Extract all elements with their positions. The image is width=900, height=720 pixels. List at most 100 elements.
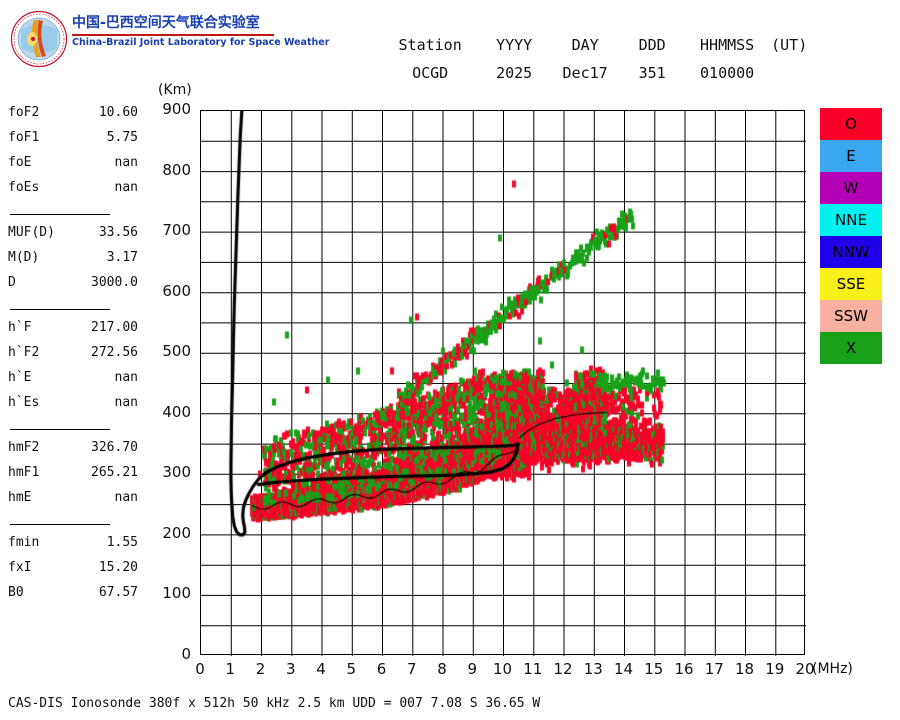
x-tick-label: 11 [523, 660, 543, 678]
parameter-value: 326.70 [91, 440, 138, 455]
lab-logo-block: 中国-巴西空间天气联合实验室 China-Brazil Joint Labora… [10, 8, 329, 70]
parameter-value: 265.21 [91, 465, 138, 480]
y-axis-ticks: 0 100 200 300 400 500 600 700 800 900 [145, 100, 191, 663]
y-tick-label: 0 [181, 645, 191, 663]
ionogram-echo-scatter [201, 111, 806, 656]
legend-item-ssw[interactable]: SSW [820, 300, 882, 332]
x-tick-label: 12 [553, 660, 573, 678]
parameter-row: MUF(D) 33.56 [8, 225, 148, 250]
legend-item-label: W [843, 179, 859, 197]
y-tick-label: 900 [162, 100, 191, 118]
legend-item-nnw[interactable]: NNW [820, 236, 882, 268]
legend-item-x[interactable]: X [820, 332, 882, 364]
legend-item-label: SSW [834, 307, 868, 325]
y-tick-label: 400 [162, 402, 191, 421]
y-tick-label: 600 [162, 281, 191, 300]
parameter-row: h`F2 272.56 [8, 345, 148, 370]
x-tick-label: 15 [644, 660, 664, 678]
parameter-row: hmE nan [8, 490, 148, 515]
parameter-name: B0 [8, 585, 24, 600]
x-tick-label: 16 [674, 660, 694, 678]
parameter-name: fmin [8, 535, 40, 550]
y-axis-unit-label: (Km) [158, 82, 192, 98]
y-tick-label: 500 [162, 342, 191, 361]
parameter-group-divider [10, 524, 110, 525]
parameter-value: 67.57 [98, 585, 138, 600]
legend-item-label: E [846, 147, 856, 165]
legend-item-label: NNE [835, 211, 867, 229]
parameter-value: 1.55 [106, 535, 138, 550]
value-day: Dec17 [562, 64, 608, 82]
parameter-group-divider [10, 309, 110, 310]
label-time: HHMMSS [700, 36, 755, 54]
parameter-value: 5.75 [106, 130, 138, 145]
logo-divider [72, 34, 274, 36]
parameter-name: fxI [8, 560, 32, 575]
globe-logo-icon [10, 10, 68, 68]
parameter-name: MUF(D) [8, 225, 55, 240]
parameter-row: fmin 1.55 [8, 535, 148, 560]
y-tick-label: 200 [162, 523, 191, 542]
parameter-name: hmE [8, 490, 32, 505]
x-tick-label: 6 [376, 660, 387, 678]
parameter-row: hmF1 265.21 [8, 465, 148, 490]
instrument-footer: CAS-DIS Ionosonde 380f x 512h 50 kHz 2.5… [8, 696, 541, 711]
legend-item-label: SSE [836, 275, 866, 293]
x-tick-label: 18 [734, 660, 755, 678]
parameter-name: h`F2 [8, 345, 40, 360]
parameter-row: h`Es nan [8, 395, 148, 420]
parameter-row: foEs nan [8, 180, 148, 205]
parameter-name: h`F [8, 320, 32, 335]
legend-item-o[interactable]: O [820, 108, 882, 140]
parameter-row: D 3000.0 [8, 275, 148, 300]
legend-item-sse[interactable]: SSE [820, 268, 882, 300]
parameter-value: 3.17 [106, 250, 138, 265]
parameter-row: B0 67.57 [8, 585, 148, 610]
parameter-value: nan [114, 180, 138, 195]
parameter-row: M(D) 3.17 [8, 250, 148, 275]
value-time: 010000 [700, 64, 755, 82]
parameter-row: fxI 15.20 [8, 560, 148, 585]
parameter-row: foF2 10.60 [8, 105, 148, 130]
parameter-row: foF1 5.75 [8, 130, 148, 155]
ionogram-parameter-panel: foF2 10.60 foF1 5.75 foE nan foEs nan MUF(D) 33.5… [8, 105, 148, 610]
x-tick-label: 14 [613, 660, 634, 678]
legend-item-w[interactable]: W [820, 172, 882, 204]
station-header-labels: Station YYYY DAY DDD HHMMSS (UT) [345, 18, 808, 54]
label-ddd: DDD [638, 36, 666, 54]
x-tick-label: 2 [255, 660, 266, 678]
parameter-value: 10.60 [98, 105, 138, 120]
parameter-name: foE [8, 155, 32, 170]
x-tick-label: 20 [795, 660, 815, 678]
ionogram-plot[interactable] [200, 110, 806, 656]
parameter-row: hmF2 326.70 [8, 440, 148, 465]
parameter-group-divider [10, 429, 110, 430]
label-ut: (UT) [771, 36, 808, 54]
station-header-values: OCGD 2025 Dec17 351 010000 [345, 46, 775, 82]
x-tick-label: 0 [195, 660, 205, 678]
label-day: DAY [571, 36, 599, 54]
x-tick-label: 1 [225, 660, 236, 678]
parameter-value: 272.56 [91, 345, 138, 360]
station-header: Station YYYY DAY DDD HHMMSS (UT) OCGD 2025 Dec1… [345, 18, 808, 82]
parameter-name: foEs [8, 180, 40, 195]
x-axis-unit-label: (MHz) [812, 661, 853, 677]
y-tick-label: 800 [162, 160, 191, 179]
label-year: YYYY [496, 36, 533, 54]
parameter-value: 15.20 [98, 560, 138, 575]
parameter-value: nan [114, 370, 138, 385]
parameter-name: hmF2 [8, 440, 40, 455]
label-station: Station [398, 36, 462, 54]
y-tick-label: 700 [162, 221, 191, 240]
x-axis-ticks: 0 1 2 3 4 5 6 7 8 9 10 11 12 13 14 15 16 17 18 19 20 [195, 660, 814, 684]
lab-title-en: China-Brazil Joint Laboratory for Space … [72, 37, 330, 48]
x-tick-label: 13 [583, 660, 603, 678]
y-tick-label: 100 [162, 584, 191, 603]
parameter-value: 217.00 [91, 320, 138, 335]
legend-item-e[interactable]: E [820, 140, 882, 172]
legend-item-label: NNW [832, 243, 870, 261]
parameter-value: nan [114, 395, 138, 410]
parameter-name: D [8, 275, 16, 290]
legend-item-nne[interactable]: NNE [820, 204, 882, 236]
parameter-row: h`F 217.00 [8, 320, 148, 345]
